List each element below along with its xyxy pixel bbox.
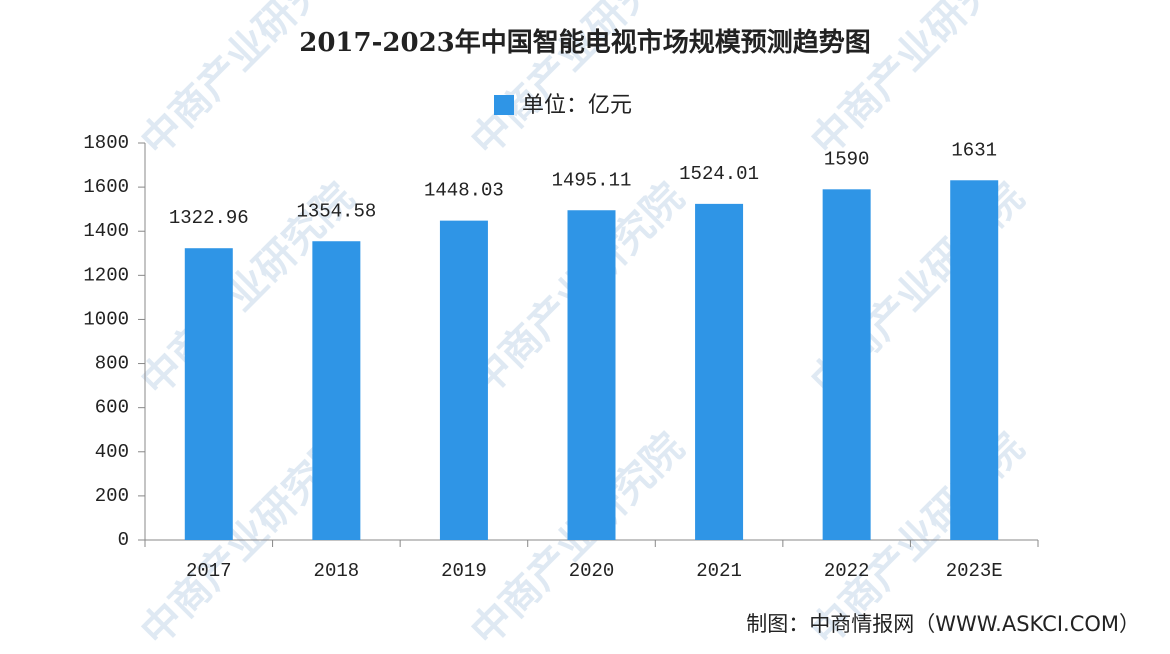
data-label: 1322.96 xyxy=(169,207,249,229)
data-label: 1631 xyxy=(951,139,997,161)
x-tick-label: 2019 xyxy=(441,560,487,582)
y-tick-label: 1400 xyxy=(83,220,129,242)
y-tick-label: 400 xyxy=(95,441,129,463)
x-tick-label: 2017 xyxy=(186,560,232,582)
data-label: 1495.11 xyxy=(552,169,632,191)
bar xyxy=(822,189,871,541)
y-tick-label: 1800 xyxy=(83,132,129,154)
bar xyxy=(695,203,744,540)
data-label: 1354.58 xyxy=(296,200,376,222)
legend-label: 单位：亿元 xyxy=(522,93,632,118)
x-tick-label: 2021 xyxy=(696,560,742,582)
y-tick-label: 200 xyxy=(95,485,129,507)
bar xyxy=(312,241,361,540)
bar xyxy=(567,210,616,540)
y-tick-label: 1600 xyxy=(83,176,129,198)
y-tick-label: 0 xyxy=(118,529,129,551)
chart-title: 2017-2023年中国智能电视市场规模预测趋势图 xyxy=(299,27,871,58)
bar xyxy=(439,220,488,540)
y-tick-label: 600 xyxy=(95,397,129,419)
y-tick-label: 1000 xyxy=(83,308,129,330)
y-tick-label: 1200 xyxy=(83,264,129,286)
x-tick-label: 2022 xyxy=(824,560,870,582)
data-label: 1524.01 xyxy=(679,163,759,185)
bar xyxy=(184,248,233,541)
bar xyxy=(950,180,999,540)
data-label: 1590 xyxy=(824,148,870,170)
y-tick-label: 800 xyxy=(95,353,129,375)
source-note: 制图：中商情报网（WWW.ASKCI.COM） xyxy=(746,612,1140,636)
watermark: 中商产业研究院 xyxy=(802,0,1033,165)
x-tick-label: 2023E xyxy=(946,560,1003,582)
x-tick-label: 2020 xyxy=(569,560,615,582)
watermark: 中商产业研究院 xyxy=(462,0,693,165)
data-label: 1448.03 xyxy=(424,180,504,202)
legend-swatch xyxy=(494,95,514,115)
watermark: 中商产业研究院 xyxy=(132,0,363,165)
x-tick-label: 2018 xyxy=(314,560,360,582)
